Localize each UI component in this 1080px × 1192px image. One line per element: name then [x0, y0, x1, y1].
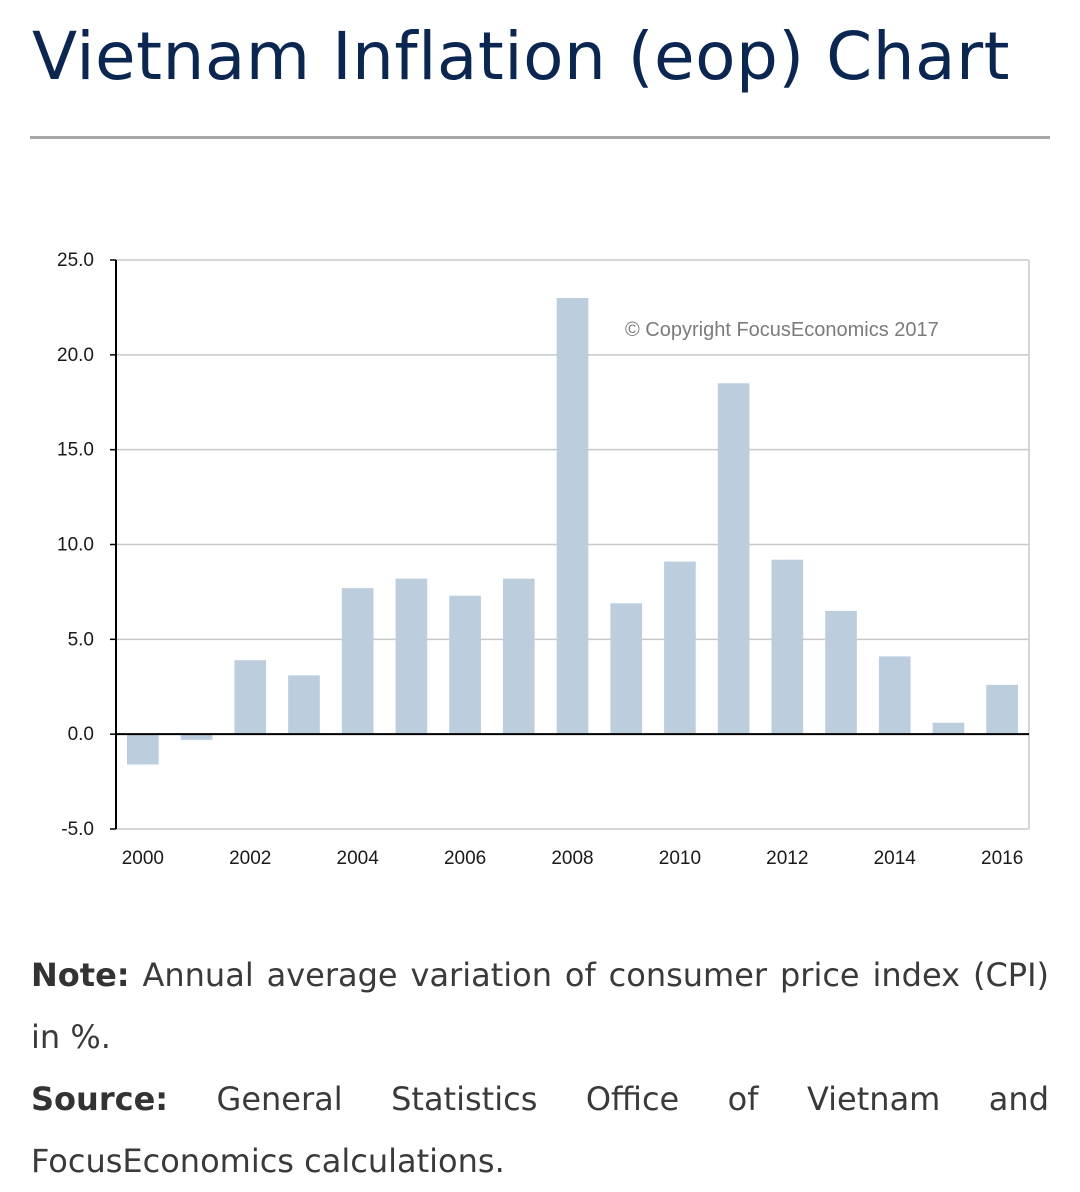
- y-tick-label: 15.0: [57, 440, 94, 461]
- bar-2010: [664, 561, 696, 735]
- bar-2016: [986, 684, 1018, 735]
- bar-2001: [180, 734, 213, 740]
- x-tick-label: 2000: [122, 848, 164, 869]
- x-tick-label: 2002: [229, 848, 271, 869]
- bar-2015: [932, 722, 965, 735]
- x-tick-label: 2012: [766, 848, 808, 869]
- source-paragraph: Source: General Statistics Office of Vie…: [31, 1068, 1049, 1192]
- bar-2004: [341, 588, 374, 735]
- bar-2006: [449, 595, 481, 735]
- inflation-bar-chart: -5.0 0.0 5.0 10.0 15.0 20.0 25.0 2000 2002 2004 20…: [57, 250, 1030, 869]
- source-label: Source:: [31, 1080, 169, 1118]
- bar-2011: [717, 383, 750, 735]
- bar-2008: [556, 297, 589, 735]
- y-tick-label: 20.0: [57, 345, 94, 366]
- bar-2009: [610, 603, 643, 735]
- bar-2012: [771, 559, 804, 735]
- note-label: Note:: [31, 956, 130, 994]
- y-tick-label: 25.0: [57, 250, 94, 271]
- page-title: Vietnam Inflation (eop) Chart: [32, 18, 1011, 95]
- x-tick-label: 2006: [444, 848, 486, 869]
- x-tick-label: 2008: [551, 848, 593, 869]
- bar-2007: [502, 578, 535, 735]
- title-divider: [30, 136, 1050, 139]
- y-tick-label: -5.0: [61, 819, 94, 840]
- bar-2005: [395, 578, 428, 735]
- bar-2000: [127, 734, 159, 765]
- bar-2014: [878, 656, 911, 735]
- y-tick-label: 5.0: [68, 629, 94, 650]
- x-tick-label: 2010: [659, 848, 701, 869]
- note-text: Annual average variation of consumer pri…: [31, 956, 1050, 1056]
- y-tick-label: 0.0: [68, 724, 94, 745]
- chart-notes: Note: Annual average variation of consum…: [31, 944, 1049, 1192]
- y-tick-label: 10.0: [57, 535, 94, 556]
- bar-2002: [234, 660, 267, 735]
- x-tick-label: 2004: [337, 848, 380, 869]
- x-tick-label: 2016: [981, 848, 1023, 869]
- source-text: General Statistics Office of Vietnam and…: [31, 1080, 1049, 1180]
- bar-2013: [825, 610, 857, 735]
- note-paragraph: Note: Annual average variation of consum…: [31, 944, 1049, 1068]
- copyright-notice: © Copyright FocusEconomics 2017: [625, 319, 939, 341]
- x-tick-label: 2014: [874, 848, 917, 869]
- tick-labels: -5.0 0.0 5.0 10.0 15.0 20.0 25.0 2000 2002 2004 20…: [57, 250, 1023, 869]
- axes: [110, 259, 1029, 830]
- bar-2003: [288, 675, 320, 735]
- bars: [127, 297, 1018, 765]
